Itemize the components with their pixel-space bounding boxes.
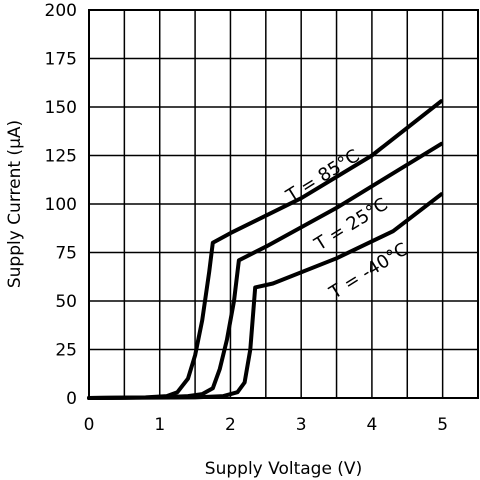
- curve-label-2: T = -40°C: [325, 239, 412, 304]
- y-tick-label: 100: [45, 195, 77, 215]
- y-tick-label: 200: [45, 1, 77, 21]
- grid: [89, 10, 478, 398]
- y-tick-label: 0: [66, 389, 77, 409]
- y-tick-label: 150: [45, 98, 77, 118]
- y-tick-label: 50: [55, 292, 77, 312]
- series-lines: [87, 99, 444, 400]
- x-tick-label: 5: [437, 415, 448, 435]
- y-tick-label: 125: [45, 147, 77, 167]
- x-tick-label: 2: [225, 415, 236, 435]
- y-axis-title: Supply Current (μA): [5, 120, 25, 288]
- x-tick-label: 0: [84, 415, 95, 435]
- x-tick-label: 1: [154, 415, 165, 435]
- plot-frame: [88, 9, 479, 399]
- series-line-2: [87, 192, 444, 400]
- curve-label-1: T = 25°C: [310, 194, 392, 256]
- x-tick-label: 4: [366, 415, 377, 435]
- x-tick-label: 3: [296, 415, 307, 435]
- y-tick-labels: 0 25 50 75 100 125 150 175 200: [45, 1, 77, 409]
- y-tick-label: 175: [45, 50, 77, 70]
- y-tick-label: 75: [55, 244, 77, 264]
- y-tick-label: 25: [55, 341, 77, 361]
- x-axis-title: Supply Voltage (V): [205, 459, 362, 479]
- x-tick-labels: 0 1 2 3 4 5: [84, 415, 448, 435]
